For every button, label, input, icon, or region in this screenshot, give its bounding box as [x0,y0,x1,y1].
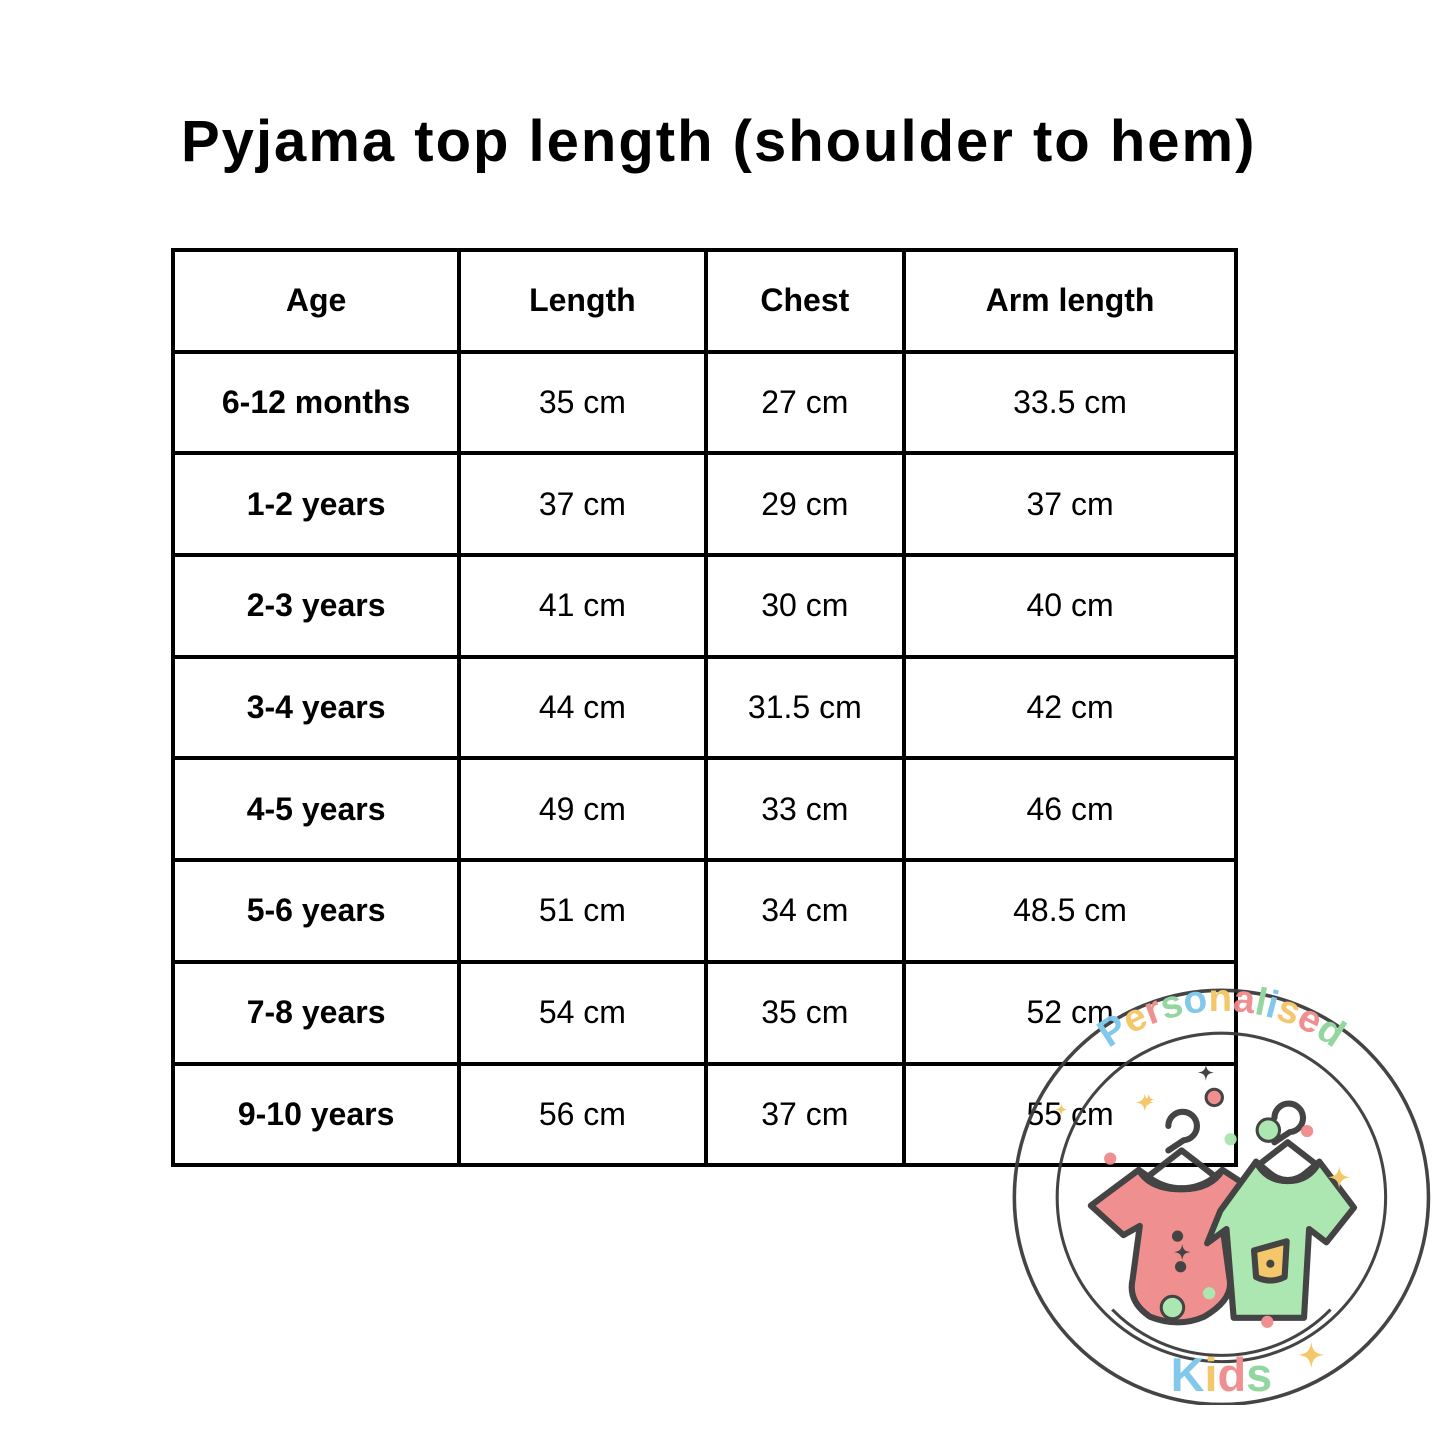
svg-text:Kids: Kids [1171,1349,1273,1401]
svg-text:Personalised: Personalised [1090,977,1353,1056]
